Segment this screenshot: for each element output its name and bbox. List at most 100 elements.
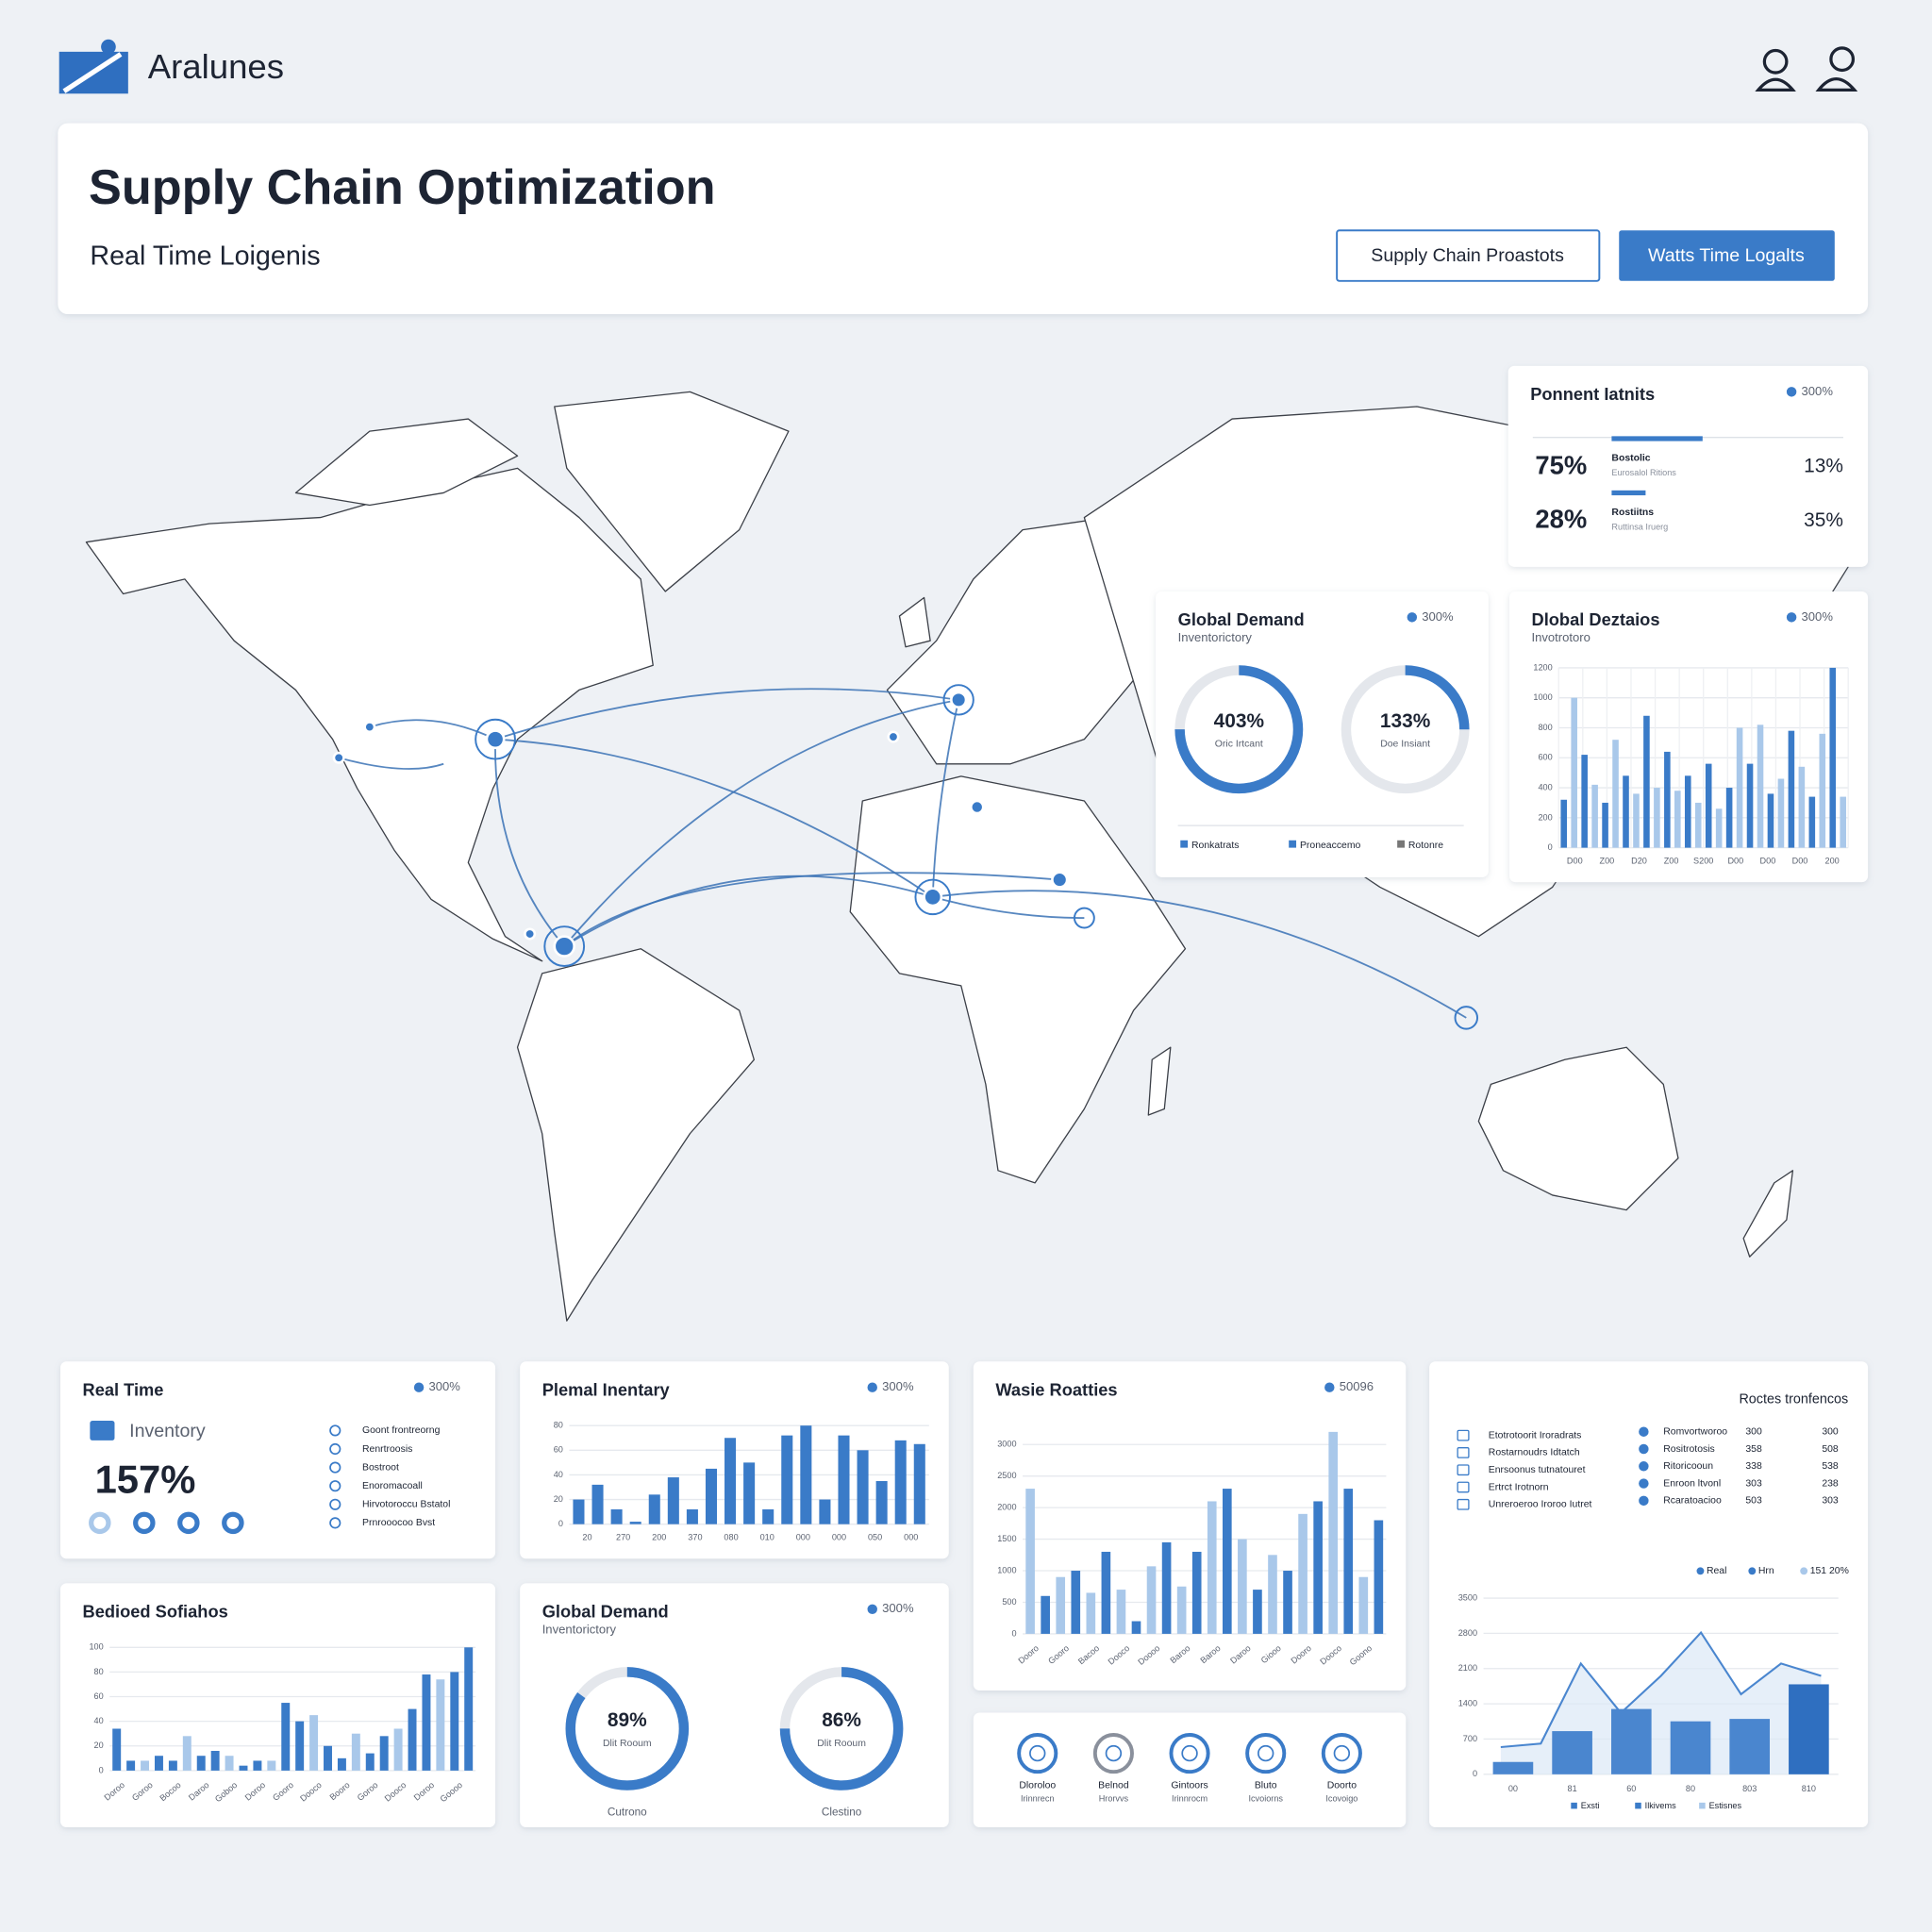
node[interactable] bbox=[332, 751, 345, 764]
item-label: Enrsoonus tutnatouret bbox=[1489, 1465, 1586, 1475]
bar bbox=[422, 1674, 431, 1771]
item-label: Rostarnoudrs Idtatch bbox=[1489, 1448, 1580, 1458]
hub[interactable] bbox=[923, 887, 943, 908]
bar bbox=[1623, 775, 1629, 848]
donut-caption: Dlit Rooum bbox=[817, 1739, 866, 1749]
user-icon[interactable] bbox=[1762, 48, 1789, 75]
button-label[interactable]: Supply Chain Proastots bbox=[1371, 245, 1564, 266]
bar bbox=[1358, 1576, 1369, 1634]
card-subtitle: Invotrotoro bbox=[1532, 630, 1591, 644]
legend-swatch bbox=[1180, 840, 1189, 848]
users-icon-body[interactable] bbox=[1815, 76, 1858, 92]
item-label: Rositrotosis bbox=[1663, 1444, 1715, 1455]
bar bbox=[1191, 1551, 1202, 1634]
bar bbox=[1071, 1571, 1081, 1634]
bar bbox=[210, 1751, 220, 1771]
row-right: 35% bbox=[1804, 509, 1843, 531]
badge: 300% bbox=[1802, 384, 1834, 398]
bar bbox=[154, 1756, 163, 1771]
bar bbox=[1789, 1684, 1829, 1774]
button-primary[interactable] bbox=[1619, 230, 1835, 281]
arctic-islands bbox=[294, 418, 519, 507]
bar bbox=[1633, 793, 1640, 848]
bar bbox=[126, 1760, 136, 1771]
y-tick-label: 1400 bbox=[1458, 1699, 1477, 1708]
card-title: Global Demand bbox=[1178, 609, 1305, 629]
y-tick-label: 80 bbox=[94, 1667, 104, 1676]
row-label: Bostolic bbox=[1611, 454, 1650, 464]
item-num: 300 bbox=[1745, 1426, 1762, 1437]
node[interactable] bbox=[363, 721, 376, 734]
hub[interactable] bbox=[485, 729, 506, 750]
bar bbox=[168, 1760, 177, 1771]
item-label: Enoromacoall bbox=[362, 1481, 423, 1491]
item-icon bbox=[329, 1442, 341, 1456]
card-title: Wasie Roatties bbox=[995, 1379, 1117, 1399]
card-title: Real Time bbox=[83, 1379, 164, 1399]
bar bbox=[1298, 1513, 1307, 1634]
bar bbox=[667, 1477, 679, 1524]
bar bbox=[196, 1756, 206, 1771]
bar bbox=[393, 1728, 403, 1771]
x-tick-label: Z00 bbox=[1600, 856, 1615, 865]
badge-dot bbox=[1324, 1382, 1335, 1392]
route bbox=[495, 738, 934, 898]
button-outline[interactable] bbox=[1336, 229, 1601, 282]
node[interactable] bbox=[969, 799, 985, 815]
hero-card bbox=[58, 123, 1869, 315]
x-tick-label: S200 bbox=[1693, 856, 1713, 865]
x-tick-label: 00 bbox=[1508, 1784, 1518, 1793]
legend-swatch bbox=[1635, 1802, 1641, 1809]
user-icon-body[interactable] bbox=[1755, 77, 1796, 92]
item-label: Renrtroosis bbox=[362, 1444, 412, 1455]
bar bbox=[1223, 1489, 1232, 1634]
icon-sublabel: Irinnrecn bbox=[1021, 1793, 1055, 1803]
bar bbox=[1374, 1520, 1384, 1634]
panels: Ponnent Iatnits 300% 75% Bostolic Eurosalol … bbox=[60, 365, 1869, 1827]
bar bbox=[1176, 1586, 1187, 1634]
badge-dot bbox=[1786, 612, 1797, 623]
node[interactable] bbox=[524, 927, 537, 941]
hub[interactable] bbox=[950, 691, 968, 709]
bar bbox=[743, 1462, 756, 1524]
hub[interactable] bbox=[553, 935, 575, 958]
inventory-label: Inventory bbox=[129, 1421, 206, 1441]
hub[interactable] bbox=[1051, 871, 1069, 889]
bar bbox=[1654, 788, 1660, 848]
x-tick-label: 010 bbox=[760, 1532, 774, 1541]
route bbox=[369, 719, 496, 741]
legend-label: Exsti bbox=[1581, 1801, 1600, 1810]
icon-label: Dloroloo bbox=[1019, 1780, 1056, 1790]
donut-footer: Cutrono bbox=[608, 1806, 647, 1818]
y-tick-label: 100 bbox=[89, 1642, 103, 1652]
bar bbox=[1238, 1539, 1247, 1634]
y-tick-label: 0 bbox=[558, 1519, 563, 1528]
item-num: 303 bbox=[1745, 1478, 1762, 1489]
status-dot bbox=[222, 1511, 244, 1535]
icon-sublabel: Irinnrocm bbox=[1172, 1793, 1208, 1803]
node[interactable] bbox=[887, 730, 900, 743]
users-icon[interactable] bbox=[1829, 46, 1856, 73]
y-tick-label: 1000 bbox=[997, 1565, 1016, 1574]
bar bbox=[309, 1715, 319, 1771]
button-label[interactable]: Watts Time Logalts bbox=[1648, 245, 1805, 266]
icon-core bbox=[1333, 1744, 1351, 1762]
item-icon bbox=[1639, 1461, 1649, 1472]
x-tick-label: 370 bbox=[688, 1532, 702, 1541]
bar bbox=[1571, 697, 1577, 848]
bar bbox=[1328, 1431, 1339, 1634]
progress-bar bbox=[1611, 490, 1646, 496]
bar bbox=[1161, 1541, 1172, 1634]
item-icon bbox=[1639, 1478, 1649, 1489]
x-tick-label: 050 bbox=[868, 1532, 882, 1541]
route bbox=[563, 698, 959, 947]
y-tick-label: 60 bbox=[94, 1691, 104, 1701]
legend-label: Rotonre bbox=[1408, 841, 1443, 851]
bar bbox=[1492, 1761, 1534, 1774]
item-label: Ritoricooun bbox=[1663, 1461, 1713, 1472]
bar bbox=[253, 1760, 262, 1771]
bar bbox=[1670, 1721, 1711, 1774]
badge: 300% bbox=[429, 1379, 461, 1393]
hero-title: Supply Chain Optimization bbox=[89, 160, 716, 215]
